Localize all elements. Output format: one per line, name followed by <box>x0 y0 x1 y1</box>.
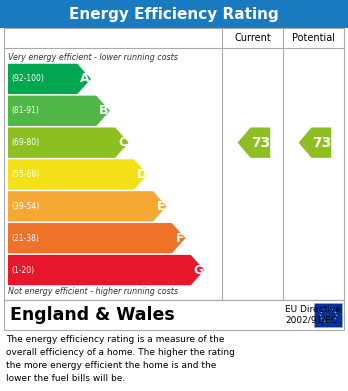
Text: (21-38): (21-38) <box>11 234 39 243</box>
Text: England & Wales: England & Wales <box>10 306 175 324</box>
Text: Current: Current <box>234 33 271 43</box>
Text: G: G <box>193 264 203 276</box>
Polygon shape <box>8 64 91 94</box>
Bar <box>4 28 344 300</box>
Text: A: A <box>80 72 90 85</box>
Text: 73: 73 <box>251 136 270 150</box>
Text: 2002/91/EC: 2002/91/EC <box>285 316 337 325</box>
Text: (39-54): (39-54) <box>11 202 39 211</box>
Text: (55-68): (55-68) <box>11 170 39 179</box>
Text: EU Directive: EU Directive <box>285 305 341 314</box>
Polygon shape <box>8 191 167 222</box>
Text: Not energy efficient - higher running costs: Not energy efficient - higher running co… <box>8 287 178 296</box>
Text: Very energy efficient - lower running costs: Very energy efficient - lower running co… <box>8 52 178 61</box>
Text: (69-80): (69-80) <box>11 138 39 147</box>
Polygon shape <box>8 127 129 158</box>
Text: F: F <box>176 232 184 245</box>
Text: D: D <box>136 168 147 181</box>
Text: C: C <box>119 136 128 149</box>
Polygon shape <box>8 159 148 190</box>
Text: Energy Efficiency Rating: Energy Efficiency Rating <box>69 7 279 22</box>
Polygon shape <box>8 255 204 285</box>
Polygon shape <box>8 223 185 253</box>
Polygon shape <box>299 127 331 158</box>
Text: (92-100): (92-100) <box>11 74 44 83</box>
Text: (1-20): (1-20) <box>11 265 34 274</box>
Text: The energy efficiency rating is a measure of the
overall efficiency of a home. T: The energy efficiency rating is a measur… <box>6 335 235 382</box>
Polygon shape <box>8 96 110 126</box>
Bar <box>4 300 344 330</box>
Polygon shape <box>238 127 270 158</box>
Text: 73: 73 <box>312 136 331 150</box>
Bar <box>314 303 342 327</box>
Bar <box>0 0 348 28</box>
Text: E: E <box>157 200 166 213</box>
Text: B: B <box>100 104 109 117</box>
Text: Potential: Potential <box>292 33 335 43</box>
Text: (81-91): (81-91) <box>11 106 39 115</box>
